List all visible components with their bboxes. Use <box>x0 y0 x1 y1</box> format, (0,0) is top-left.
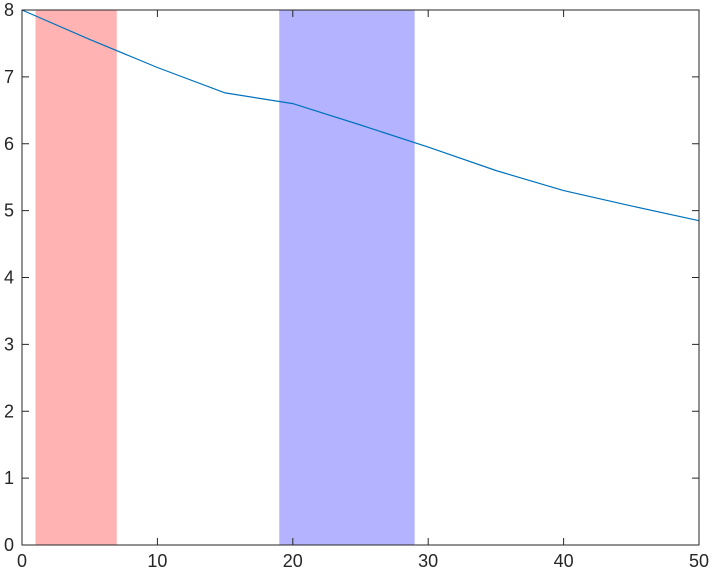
y-tick-label: 4 <box>4 268 14 288</box>
shaded-regions <box>35 10 415 545</box>
x-tick-label: 0 <box>17 551 27 571</box>
y-tick-label: 1 <box>4 468 14 488</box>
axis-ticks <box>21 9 700 546</box>
y-tick-label: 0 <box>4 535 14 555</box>
x-tick-label: 10 <box>147 551 167 571</box>
series-layer <box>21 9 700 222</box>
x-tick-label: 50 <box>689 551 709 571</box>
shaded-region-2 <box>279 10 415 545</box>
tick-labels: 0 10 20 30 40 50 0 1 2 3 4 5 6 7 8 <box>4 0 709 571</box>
x-tick-label: 30 <box>418 551 438 571</box>
shaded-region-1 <box>35 10 117 545</box>
y-tick-label: 5 <box>4 201 14 221</box>
x-tick-label: 40 <box>554 551 574 571</box>
series-line-1 <box>21 9 700 222</box>
y-tick-label: 3 <box>4 334 14 354</box>
y-tick-label: 7 <box>4 67 14 87</box>
y-tick-label: 6 <box>4 134 14 154</box>
x-tick-label: 20 <box>283 551 303 571</box>
y-tick-label: 2 <box>4 401 14 421</box>
y-tick-label: 8 <box>4 0 14 20</box>
